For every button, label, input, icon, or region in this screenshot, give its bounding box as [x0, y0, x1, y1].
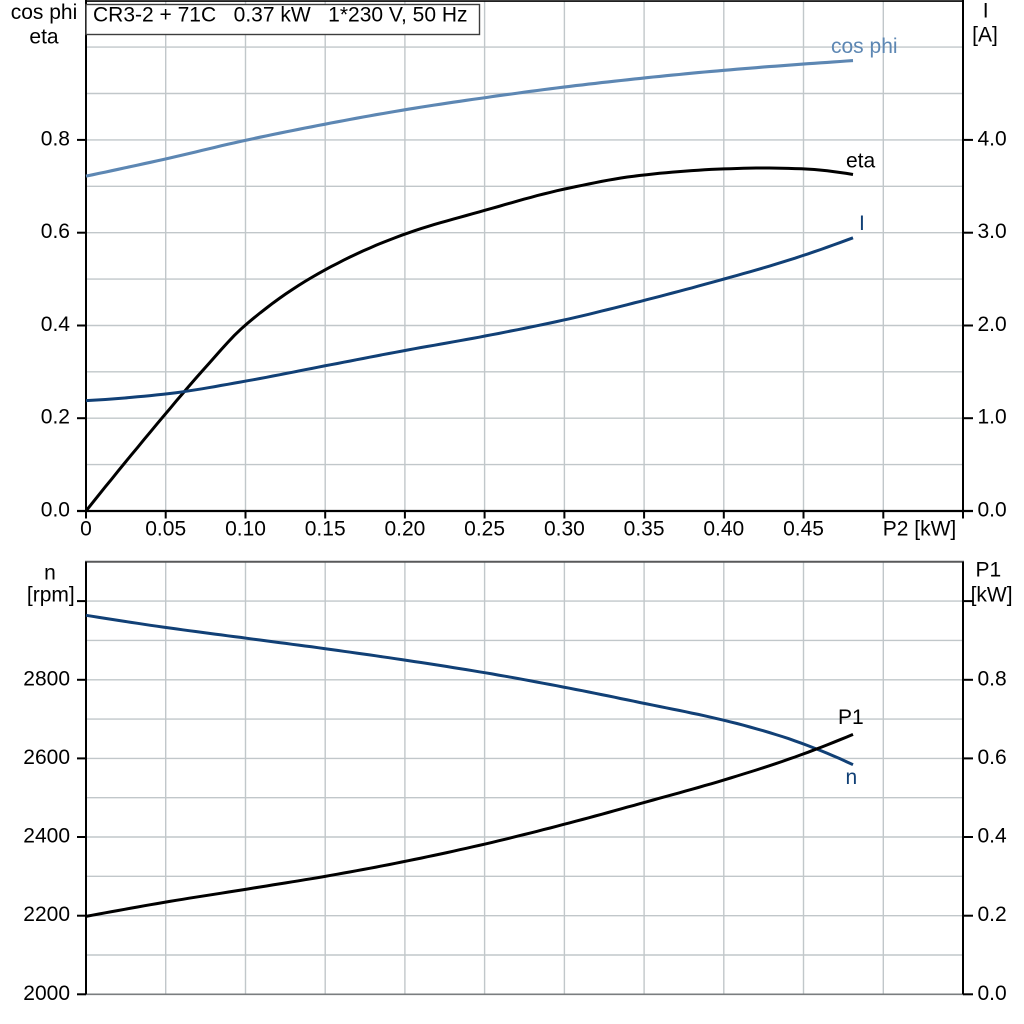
svg-text:2200: 2200 [23, 903, 70, 926]
svg-text:0.15: 0.15 [305, 518, 346, 541]
svg-text:I: I [859, 212, 865, 235]
svg-text:eta: eta [846, 150, 876, 173]
svg-text:0.45: 0.45 [783, 518, 824, 541]
svg-text:[rpm]: [rpm] [27, 584, 75, 607]
svg-text:P1: P1 [976, 558, 1002, 581]
svg-text:0.20: 0.20 [384, 518, 425, 541]
svg-text:1.0: 1.0 [978, 406, 1007, 429]
svg-text:2000: 2000 [23, 982, 70, 1005]
svg-text:0.2: 0.2 [41, 406, 70, 429]
svg-text:CR3-2 + 71C 0.37 kW 1*230: CR3-2 + 71C 0.37 kW 1*230 V, 50 Hz [93, 4, 468, 27]
svg-text:cos phi: cos phi [831, 35, 898, 58]
svg-text:4.0: 4.0 [978, 127, 1007, 150]
svg-text:0.0: 0.0 [978, 499, 1007, 522]
svg-text:0.6: 0.6 [978, 746, 1007, 769]
svg-text:[A]: [A] [972, 24, 998, 47]
svg-text:cos phi: cos phi [11, 1, 78, 24]
svg-text:0.4: 0.4 [41, 313, 71, 336]
svg-text:0.2: 0.2 [978, 903, 1007, 926]
svg-text:0.6: 0.6 [41, 220, 70, 243]
svg-text:0.8: 0.8 [41, 127, 70, 150]
svg-text:2.0: 2.0 [978, 313, 1007, 336]
svg-text:I: I [983, 0, 989, 22]
svg-text:P1: P1 [838, 706, 864, 729]
svg-text:n: n [846, 766, 858, 789]
svg-text:0.10: 0.10 [225, 518, 266, 541]
svg-text:0.4: 0.4 [978, 825, 1008, 848]
svg-text:0.0: 0.0 [41, 499, 70, 522]
svg-text:[kW]: [kW] [971, 584, 1013, 607]
svg-text:eta: eta [29, 26, 59, 49]
svg-text:0.05: 0.05 [145, 518, 186, 541]
svg-text:0.40: 0.40 [703, 518, 744, 541]
svg-text:0.25: 0.25 [464, 518, 505, 541]
svg-text:P2 [kW]: P2 [kW] [883, 518, 957, 541]
svg-text:n: n [44, 562, 56, 585]
svg-text:2800: 2800 [23, 667, 70, 690]
svg-text:0: 0 [80, 518, 92, 541]
svg-text:0.30: 0.30 [544, 518, 585, 541]
svg-text:0.35: 0.35 [624, 518, 665, 541]
svg-text:0.8: 0.8 [978, 667, 1007, 690]
svg-text:2400: 2400 [23, 825, 70, 848]
svg-text:3.0: 3.0 [978, 220, 1007, 243]
svg-text:2600: 2600 [23, 746, 70, 769]
svg-text:0.0: 0.0 [978, 982, 1007, 1005]
